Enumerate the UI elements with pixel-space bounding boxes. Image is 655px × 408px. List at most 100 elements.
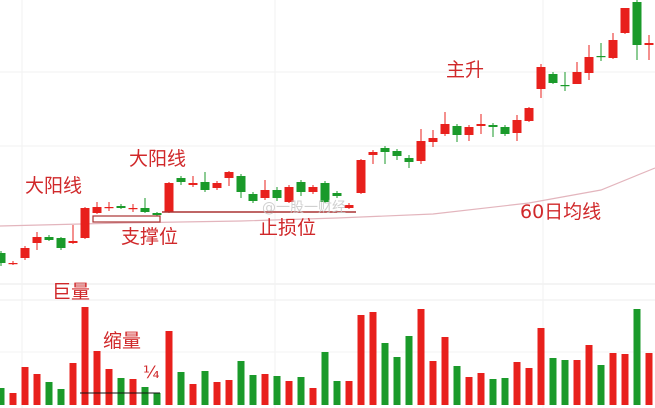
volume-bar [357,315,365,405]
candle [476,114,486,134]
candle [500,125,510,136]
candle-body [572,72,582,84]
volume-bar [93,351,101,405]
volume-bar [45,382,53,405]
candle-body [212,183,222,188]
volume-bar [117,378,125,405]
candle-body [20,248,30,258]
candle-body [428,138,438,142]
candle-body [344,205,354,208]
candle [8,261,18,265]
candle [92,202,102,214]
candle [548,72,558,84]
volume-bar [561,360,569,405]
candle-body [68,241,78,243]
volume-bar [273,376,281,405]
candle [236,174,246,198]
candle-body [296,182,306,192]
candle [440,112,450,136]
volume-bar [249,375,257,405]
candle [392,149,402,160]
candle-body [536,67,546,89]
volume-bar [177,372,185,405]
candle [248,192,258,203]
annotation-huge-volume: 巨量 [52,281,91,303]
volume-bar [381,343,389,405]
candle [164,182,174,213]
candle [596,43,606,61]
candle-body [332,193,342,196]
candle [224,171,234,186]
candle-body [368,152,378,155]
candle-body [356,160,366,193]
volume-bar [441,337,449,405]
candle-body [596,56,606,58]
candle-body [560,85,570,87]
volume-bar [9,393,17,405]
volume-bars [0,307,653,405]
volume-bar [417,309,425,405]
volume-bar [513,362,521,405]
candle-body [500,127,510,134]
volume-bar [165,331,173,405]
candle [644,35,654,60]
candle-body [404,158,414,162]
candle-body [0,253,6,263]
candle-body [236,176,246,192]
volume-bar [321,352,329,405]
volume-bar [213,382,221,405]
volume-bar [369,312,377,405]
annotation-quarter: ¼ [143,363,160,383]
candle [128,204,138,212]
candle-body [200,182,210,190]
volume-bar [21,367,29,405]
candle [560,72,570,91]
volume-bar [153,393,161,405]
candle [380,146,390,164]
ma60-line [0,167,655,227]
candle-body [140,208,150,212]
candle-body [584,57,594,73]
candle-body [224,172,234,178]
volume-bar [477,373,485,405]
volume-bar [81,307,89,405]
candle [572,62,582,84]
annotation-shrink-volume: 缩量 [103,330,142,352]
candle-body [128,208,138,210]
candle [620,8,630,34]
candle-body [272,190,282,198]
volume-bar [465,377,473,405]
candle-body [104,207,114,209]
candle-body [644,43,654,45]
candle-body [548,74,558,83]
volume-bar [333,381,341,405]
annotation-stop-loss: 止损位 [259,217,317,239]
volume-bar [585,345,593,405]
candles [0,0,654,266]
candle-body [524,108,534,121]
volume-bar [345,381,353,405]
volume-bar [597,365,605,405]
candle-body [488,125,498,127]
volume-bar [549,358,557,405]
annotation-support: 支撑位 [121,226,179,248]
volume-bar [237,361,245,405]
candle-body [476,124,486,126]
candle-body [608,40,618,58]
volume-bar [405,336,413,405]
annotation-main-rise: 主升 [446,59,485,81]
candle-body [620,8,630,33]
volume-bar [129,379,137,405]
candle [176,176,186,185]
volume-bar [189,384,197,405]
candle-body [284,187,294,202]
candle [512,115,522,141]
candle [404,155,414,168]
candle-body [80,208,90,238]
candle-body [416,141,426,161]
candle [68,225,78,244]
candle-body [152,213,162,215]
volume-bar [633,309,641,405]
volume-bar [225,380,233,405]
